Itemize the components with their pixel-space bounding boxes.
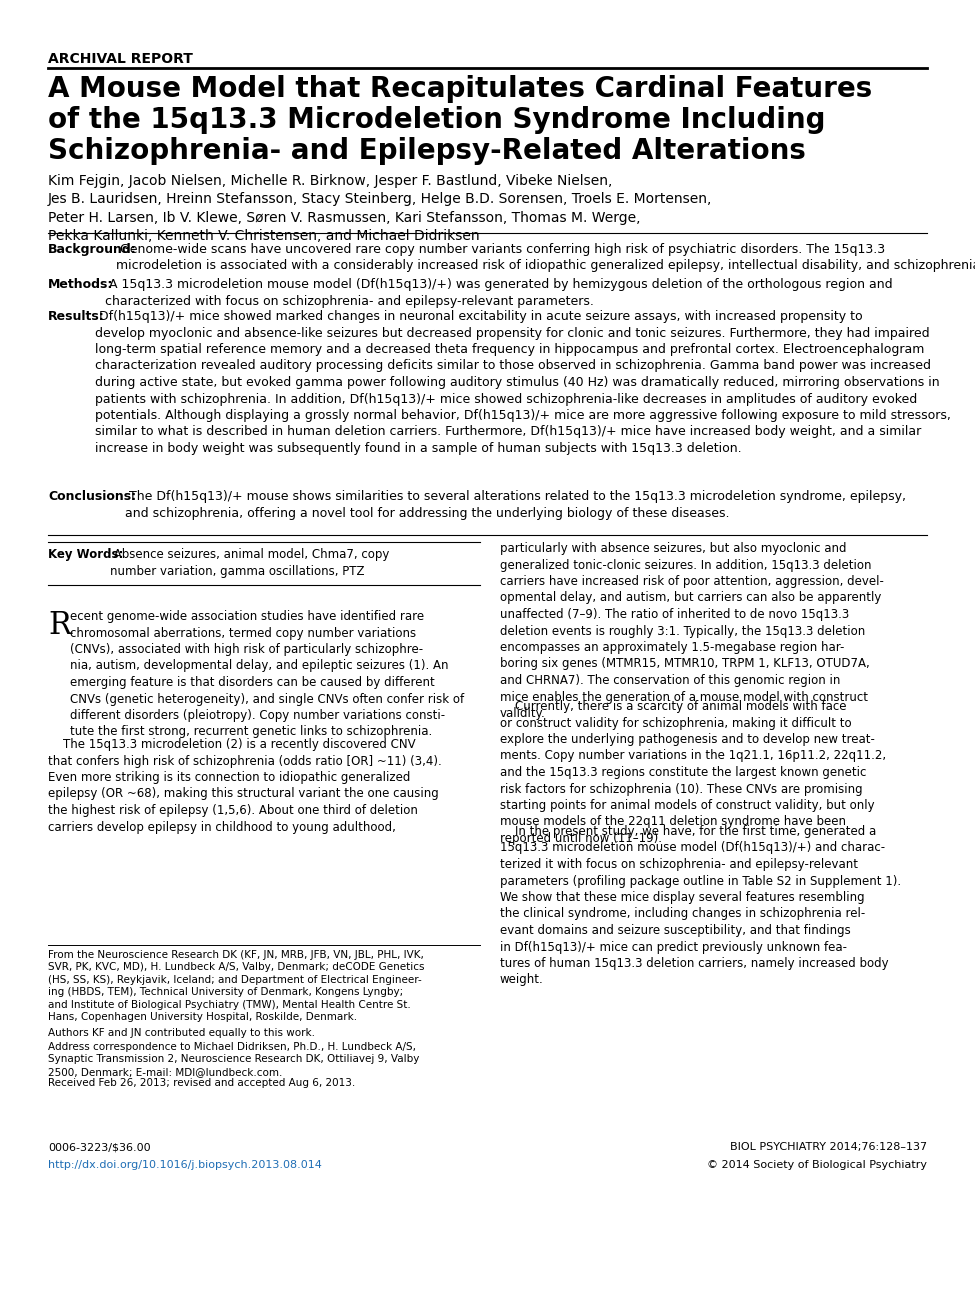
Text: © 2014 Society of Biological Psychiatry: © 2014 Society of Biological Psychiatry <box>707 1160 927 1171</box>
Text: Conclusions:: Conclusions: <box>48 489 136 502</box>
Text: From the Neuroscience Research DK (KF, JN, MRB, JFB, VN, JBL, PHL, IVK,
SVR, PK,: From the Neuroscience Research DK (KF, J… <box>48 950 424 1022</box>
Text: http://dx.doi.org/10.1016/j.biopsych.2013.08.014: http://dx.doi.org/10.1016/j.biopsych.201… <box>48 1160 322 1171</box>
Text: The Df(h15q13)/+ mouse shows similarities to several alterations related to the : The Df(h15q13)/+ mouse shows similaritie… <box>125 489 906 519</box>
Text: Kim Fejgin, Jacob Nielsen, Michelle R. Birknow, Jesper F. Bastlund, Vibeke Niels: Kim Fejgin, Jacob Nielsen, Michelle R. B… <box>48 174 713 243</box>
Text: R: R <box>48 609 71 641</box>
Text: Address correspondence to Michael Didriksen, Ph.D., H. Lundbeck A/S,
Synaptic Tr: Address correspondence to Michael Didrik… <box>48 1041 419 1077</box>
Text: Genome-wide scans have uncovered rare copy number variants conferring high risk : Genome-wide scans have uncovered rare co… <box>116 243 975 273</box>
Text: 0006-3223/$36.00: 0006-3223/$36.00 <box>48 1142 150 1152</box>
Text: Authors KF and JN contributed equally to this work.: Authors KF and JN contributed equally to… <box>48 1028 315 1037</box>
Text: Received Feb 26, 2013; revised and accepted Aug 6, 2013.: Received Feb 26, 2013; revised and accep… <box>48 1078 355 1088</box>
Text: In the present study, we have, for the first time, generated a
15q13.3 microdele: In the present study, we have, for the f… <box>500 825 901 987</box>
Text: Methods:: Methods: <box>48 278 113 291</box>
Text: Currently, there is a scarcity of animal models with face
or construct validity : Currently, there is a scarcity of animal… <box>500 699 886 846</box>
Text: Key Words:: Key Words: <box>48 548 124 561</box>
Text: Absence seizures, animal model, Chma7, copy
number variation, gamma oscillations: Absence seizures, animal model, Chma7, c… <box>110 548 389 578</box>
Text: particularly with absence seizures, but also myoclonic and
generalized tonic-clo: particularly with absence seizures, but … <box>500 542 884 720</box>
Text: Df(h15q13)/+ mice showed marked changes in neuronal excitability in acute seizur: Df(h15q13)/+ mice showed marked changes … <box>95 311 951 455</box>
Text: The 15q13.3 microdeletion (2) is a recently discovered CNV
that confers high ris: The 15q13.3 microdeletion (2) is a recen… <box>48 739 442 834</box>
Text: A 15q13.3 microdeletion mouse model (Df(h15q13)/+) was generated by hemizygous d: A 15q13.3 microdeletion mouse model (Df(… <box>105 278 893 308</box>
Text: Background:: Background: <box>48 243 136 256</box>
Text: of the 15q13.3 Microdeletion Syndrome Including: of the 15q13.3 Microdeletion Syndrome In… <box>48 106 826 134</box>
Text: ecent genome-wide association studies have identified rare
chromosomal aberratio: ecent genome-wide association studies ha… <box>70 609 464 739</box>
Text: A Mouse Model that Recapitulates Cardinal Features: A Mouse Model that Recapitulates Cardina… <box>48 74 873 103</box>
Text: Schizophrenia- and Epilepsy-Related Alterations: Schizophrenia- and Epilepsy-Related Alte… <box>48 137 806 164</box>
Text: BIOL PSYCHIATRY 2014;76:128–137: BIOL PSYCHIATRY 2014;76:128–137 <box>730 1142 927 1152</box>
Text: Results:: Results: <box>48 311 104 324</box>
Text: ARCHIVAL REPORT: ARCHIVAL REPORT <box>48 52 193 67</box>
